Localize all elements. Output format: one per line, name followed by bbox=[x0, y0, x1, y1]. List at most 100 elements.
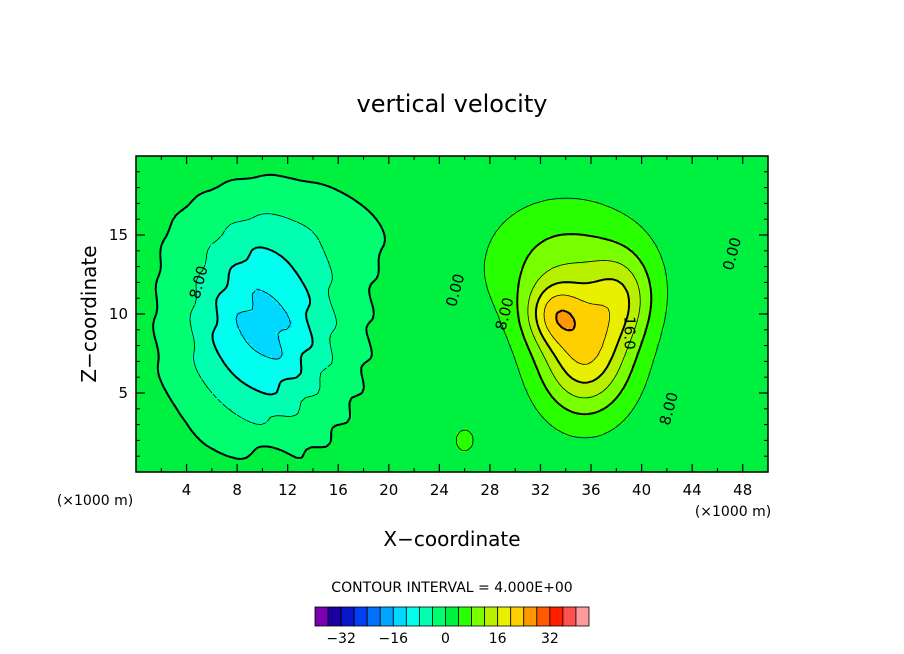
field-cell bbox=[228, 192, 233, 197]
field-cell bbox=[448, 260, 453, 265]
field-cell bbox=[560, 252, 565, 257]
field-cell bbox=[684, 260, 689, 265]
field-cell bbox=[344, 272, 349, 277]
field-cell bbox=[704, 276, 709, 281]
field-cell bbox=[508, 240, 513, 245]
field-cell bbox=[244, 264, 249, 269]
field-cell bbox=[156, 196, 161, 201]
field-cell bbox=[508, 200, 513, 205]
field-cell bbox=[520, 188, 525, 193]
field-cell bbox=[340, 180, 345, 185]
field-cell bbox=[748, 200, 753, 205]
field-cell bbox=[436, 184, 441, 189]
field-cell bbox=[620, 272, 625, 277]
field-cell bbox=[160, 168, 165, 173]
field-cell bbox=[168, 200, 173, 205]
field-cell bbox=[700, 156, 705, 161]
field-cell bbox=[156, 264, 161, 269]
field-cell bbox=[584, 276, 589, 281]
field-cell bbox=[552, 220, 557, 225]
field-cell bbox=[480, 156, 485, 161]
field-cell bbox=[288, 208, 293, 213]
field-cell bbox=[496, 168, 501, 173]
field-cell bbox=[200, 188, 205, 193]
field-cell bbox=[200, 176, 205, 181]
field-cell bbox=[660, 264, 665, 269]
field-cell bbox=[308, 264, 313, 269]
field-cell bbox=[712, 160, 717, 165]
field-cell bbox=[292, 180, 297, 185]
field-cell bbox=[672, 184, 677, 189]
field-cell bbox=[600, 208, 605, 213]
field-cell bbox=[436, 280, 441, 285]
field-cell bbox=[164, 212, 169, 217]
field-cell bbox=[444, 252, 449, 257]
field-cell bbox=[340, 256, 345, 261]
field-cell bbox=[568, 264, 573, 269]
field-cell bbox=[164, 176, 169, 181]
field-cell bbox=[164, 172, 169, 177]
field-cell bbox=[588, 256, 593, 261]
field-cell bbox=[476, 180, 481, 185]
field-cell bbox=[372, 268, 377, 273]
field-cell bbox=[376, 276, 381, 281]
field-cell bbox=[548, 220, 553, 225]
field-cell bbox=[168, 176, 173, 181]
field-cell bbox=[532, 220, 537, 225]
field-cell bbox=[156, 180, 161, 185]
field-cell bbox=[224, 188, 229, 193]
field-cell bbox=[268, 280, 273, 285]
field-cell bbox=[504, 256, 509, 261]
field-cell bbox=[340, 220, 345, 225]
field-cell bbox=[632, 204, 637, 209]
field-cell bbox=[496, 248, 501, 253]
field-cell bbox=[212, 228, 217, 233]
field-cell bbox=[264, 216, 269, 221]
field-cell bbox=[548, 196, 553, 201]
field-cell bbox=[180, 268, 185, 273]
field-cell bbox=[152, 216, 157, 221]
field-cell bbox=[628, 264, 633, 269]
field-cell bbox=[664, 248, 669, 253]
field-cell bbox=[148, 184, 153, 189]
field-cell bbox=[588, 232, 593, 237]
field-cell bbox=[708, 248, 713, 253]
field-cell bbox=[668, 212, 673, 217]
field-cell bbox=[168, 256, 173, 261]
field-cell bbox=[740, 176, 745, 181]
field-cell bbox=[220, 212, 225, 217]
field-cell bbox=[300, 236, 305, 241]
field-cell bbox=[368, 236, 373, 241]
field-cell bbox=[312, 280, 317, 285]
field-cell bbox=[648, 188, 653, 193]
field-cell bbox=[332, 252, 337, 257]
field-cell bbox=[372, 272, 377, 277]
field-cell bbox=[136, 204, 141, 209]
field-cell bbox=[332, 212, 337, 217]
field-cell bbox=[244, 236, 249, 241]
field-cell bbox=[660, 188, 665, 193]
field-cell bbox=[656, 276, 661, 281]
field-cell bbox=[416, 200, 421, 205]
field-cell bbox=[520, 196, 525, 201]
field-cell bbox=[440, 260, 445, 265]
field-cell bbox=[172, 168, 177, 173]
field-cell bbox=[268, 176, 273, 181]
field-cell bbox=[272, 180, 277, 185]
field-cell bbox=[644, 236, 649, 241]
field-cell bbox=[452, 204, 457, 209]
field-cell bbox=[212, 236, 217, 241]
field-cell bbox=[148, 240, 153, 245]
field-cell bbox=[740, 252, 745, 257]
field-cell bbox=[448, 196, 453, 201]
field-cell bbox=[700, 216, 705, 221]
field-cell bbox=[664, 168, 669, 173]
field-cell bbox=[460, 204, 465, 209]
field-cell bbox=[184, 192, 189, 197]
field-cell bbox=[592, 216, 597, 221]
field-cell bbox=[652, 224, 657, 229]
field-cell bbox=[744, 252, 749, 257]
field-cell bbox=[344, 248, 349, 253]
field-cell bbox=[540, 276, 545, 281]
field-cell bbox=[240, 184, 245, 189]
